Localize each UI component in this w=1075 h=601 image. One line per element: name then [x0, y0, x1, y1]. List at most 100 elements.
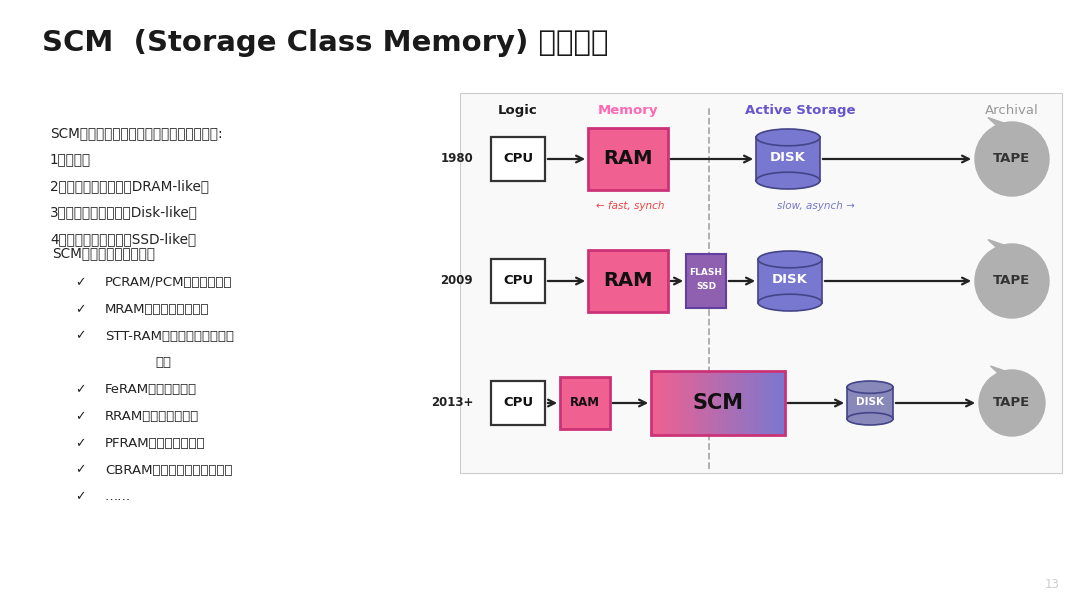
Bar: [731, 371, 734, 435]
Bar: [651, 371, 654, 435]
FancyBboxPatch shape: [588, 250, 668, 312]
Bar: [714, 371, 716, 435]
Bar: [678, 371, 680, 435]
Bar: [671, 371, 674, 435]
Text: ← fast, synch: ← fast, synch: [596, 201, 664, 211]
Bar: [707, 371, 710, 435]
Circle shape: [975, 244, 1049, 318]
Text: PCRAM/PCM：相变存储器: PCRAM/PCM：相变存储器: [105, 276, 232, 289]
FancyBboxPatch shape: [491, 137, 545, 181]
Bar: [666, 371, 669, 435]
Text: CPU: CPU: [503, 275, 533, 287]
Text: DISK: DISK: [856, 397, 884, 407]
Bar: [736, 371, 739, 435]
Bar: [716, 371, 718, 435]
Bar: [687, 371, 689, 435]
Bar: [702, 371, 705, 435]
Text: CBRAM：导电桥接随机存储器: CBRAM：导电桥接随机存储器: [105, 463, 232, 477]
Text: Archival: Archival: [985, 104, 1038, 117]
Text: 1980: 1980: [441, 153, 473, 165]
Bar: [739, 371, 741, 435]
Text: DISK: DISK: [772, 273, 808, 287]
Bar: [680, 371, 683, 435]
Text: 1、非易失: 1、非易失: [51, 153, 91, 166]
Bar: [780, 371, 783, 435]
Bar: [696, 371, 698, 435]
Bar: [664, 371, 666, 435]
Bar: [700, 371, 703, 435]
Text: ✓: ✓: [75, 276, 85, 289]
Text: FeRAM：铁电存储器: FeRAM：铁电存储器: [105, 383, 197, 396]
Text: SCM作为一种新型内存，具有如下突出特点:: SCM作为一种新型内存，具有如下突出特点:: [51, 126, 223, 140]
Bar: [673, 371, 676, 435]
Bar: [712, 371, 714, 435]
Text: FLASH: FLASH: [689, 269, 722, 278]
Bar: [772, 371, 774, 435]
Text: Active Storage: Active Storage: [745, 104, 856, 117]
Bar: [720, 371, 722, 435]
Ellipse shape: [758, 251, 822, 268]
Text: ✓: ✓: [75, 437, 85, 450]
Bar: [733, 371, 736, 435]
Bar: [765, 371, 768, 435]
Text: ✓: ✓: [75, 383, 85, 396]
FancyBboxPatch shape: [491, 259, 545, 303]
Text: 3、每比特价格低廉（Disk-like）: 3、每比特价格低廉（Disk-like）: [51, 206, 198, 219]
Bar: [776, 371, 778, 435]
Ellipse shape: [756, 129, 820, 146]
Text: SCM新型存储器介质技术: SCM新型存储器介质技术: [52, 246, 155, 260]
Text: PFRAM：聚合物存储器: PFRAM：聚合物存储器: [105, 437, 205, 450]
Text: CPU: CPU: [503, 153, 533, 165]
Bar: [747, 371, 749, 435]
Text: RAM: RAM: [603, 150, 653, 168]
Text: SCM  (Storage Class Memory) 存储介质: SCM (Storage Class Memory) 存储介质: [42, 29, 608, 57]
Ellipse shape: [758, 294, 822, 311]
Bar: [745, 371, 747, 435]
Bar: [658, 371, 660, 435]
Bar: [685, 371, 687, 435]
Text: RRAM：阻变式存储器: RRAM：阻变式存储器: [105, 410, 199, 423]
Text: ✓: ✓: [75, 410, 85, 423]
Bar: [751, 371, 754, 435]
Text: ✓: ✓: [75, 329, 85, 343]
Text: ……: ……: [105, 490, 131, 504]
Bar: [754, 371, 757, 435]
Ellipse shape: [847, 381, 893, 393]
Text: STT-RAM：自旋转移力矩随机: STT-RAM：自旋转移力矩随机: [105, 329, 234, 343]
Text: 2009: 2009: [441, 275, 473, 287]
Bar: [704, 371, 707, 435]
Text: Logic: Logic: [498, 104, 538, 117]
Bar: [758, 371, 761, 435]
Text: 2013+: 2013+: [431, 397, 473, 409]
Text: RAM: RAM: [570, 397, 600, 409]
Text: slow, asynch →: slow, asynch →: [777, 201, 855, 211]
Bar: [770, 371, 772, 435]
Text: TAPE: TAPE: [993, 397, 1031, 409]
Text: TAPE: TAPE: [993, 153, 1031, 165]
Text: CPU: CPU: [503, 397, 533, 409]
Bar: [675, 371, 678, 435]
Bar: [660, 371, 662, 435]
FancyBboxPatch shape: [588, 128, 668, 190]
Circle shape: [979, 370, 1045, 436]
Bar: [768, 371, 770, 435]
Bar: [654, 371, 656, 435]
Bar: [760, 371, 763, 435]
Bar: [710, 371, 712, 435]
Text: 13: 13: [1045, 578, 1060, 591]
Bar: [669, 371, 672, 435]
Bar: [722, 371, 725, 435]
Bar: [693, 371, 696, 435]
Bar: [743, 371, 745, 435]
Circle shape: [975, 122, 1049, 196]
Text: 4、固态，无移动区（SSD-like）: 4、固态，无移动区（SSD-like）: [51, 232, 196, 246]
Bar: [691, 371, 693, 435]
Text: 存取: 存取: [155, 356, 171, 370]
Ellipse shape: [756, 172, 820, 189]
Text: MRAM：磁性随机存储器: MRAM：磁性随机存储器: [105, 303, 210, 316]
Bar: [756, 371, 759, 435]
Bar: [689, 371, 691, 435]
Text: ✓: ✓: [75, 303, 85, 316]
FancyBboxPatch shape: [460, 93, 1062, 473]
FancyBboxPatch shape: [686, 254, 726, 308]
